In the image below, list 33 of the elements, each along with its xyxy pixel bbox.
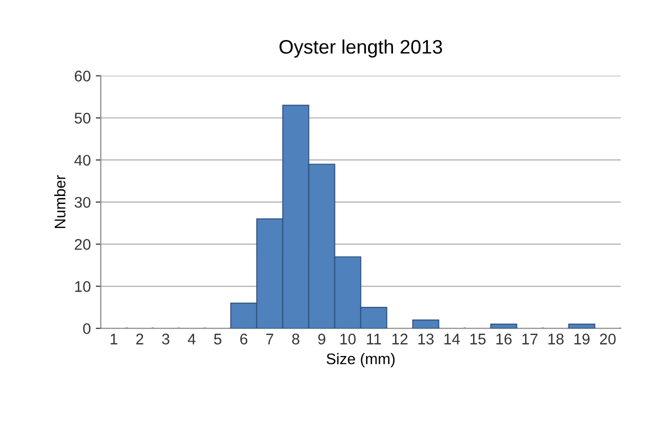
x-tick-label: 10 (340, 334, 356, 344)
y-tick-label: 50 (74, 112, 90, 124)
x-tick-label: 19 (574, 334, 590, 344)
bar (568, 324, 596, 328)
x-tick-label: 11 (366, 334, 381, 344)
chart-title: Oyster length 2013 (280, 39, 442, 58)
y-tick-label: 0 (83, 323, 90, 334)
x-tick-label: 15 (470, 334, 486, 344)
bar (490, 324, 518, 328)
y-tick-label: 40 (74, 154, 90, 166)
x-tick-label: 7 (266, 334, 274, 344)
x-tick-label: 8 (292, 334, 300, 344)
y-tick-label: 10 (75, 281, 90, 292)
x-axis-title: Size (mm) (326, 353, 395, 368)
x-tick-label: 14 (444, 334, 460, 344)
x-tick-label: 5 (214, 334, 222, 344)
y-axis-title: Number (54, 175, 66, 228)
x-tick-label: 17 (522, 334, 538, 344)
x-tick-label: 6 (240, 334, 248, 344)
x-tick-label: 20 (600, 334, 616, 344)
x-tick-label: 2 (136, 334, 144, 344)
x-tick-label: 4 (188, 334, 196, 344)
x-tick-label: 12 (392, 334, 408, 344)
bar (412, 319, 440, 328)
y-tick-label: 20 (74, 239, 90, 250)
x-tick-label: 1 (110, 334, 118, 344)
y-tick-label: 60 (74, 70, 90, 82)
y-tick-label: 30 (74, 196, 90, 208)
x-tick-label: 18 (548, 334, 564, 344)
x-tick-label: 3 (162, 334, 170, 344)
x-tick-label: 13 (418, 334, 434, 344)
x-tick-label: 16 (496, 334, 512, 344)
x-tick-label: 9 (318, 334, 326, 344)
